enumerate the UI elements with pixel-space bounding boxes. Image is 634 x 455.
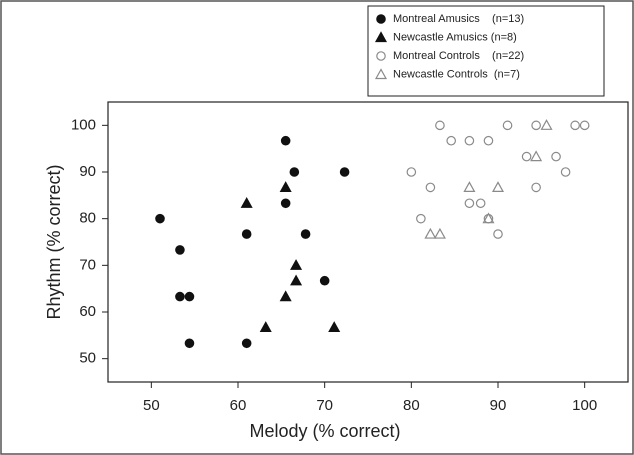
plot-area <box>107 101 629 383</box>
point <box>521 151 532 162</box>
x-tick-label: 100 <box>572 397 597 414</box>
point <box>280 198 291 209</box>
point <box>175 245 185 255</box>
point <box>464 135 475 146</box>
legend-marker <box>374 31 388 43</box>
point <box>279 181 292 192</box>
x-tick-label: 70 <box>316 397 333 414</box>
point <box>540 119 553 130</box>
y-tick-label: 80 <box>79 210 96 227</box>
legend-label: Montreal Amusics (n=13) <box>393 13 524 25</box>
x-axis-title: Melody (% correct) <box>249 421 400 441</box>
legend-label: Montreal Controls (n=22) <box>393 50 524 62</box>
y-axis-title: Rhythm (% correct) <box>44 164 64 319</box>
point <box>531 182 541 193</box>
point <box>319 275 330 286</box>
point <box>175 291 185 302</box>
legend-marker <box>374 68 388 80</box>
point <box>184 338 195 349</box>
point <box>425 182 436 193</box>
point <box>279 290 292 302</box>
x-tick-label: 80 <box>403 397 420 414</box>
point <box>482 212 495 224</box>
point <box>406 167 417 177</box>
legend-marker <box>376 51 386 61</box>
point <box>240 197 253 208</box>
point <box>339 167 350 177</box>
point <box>155 213 165 224</box>
point <box>433 227 446 239</box>
point <box>290 259 303 270</box>
point <box>551 151 561 162</box>
point <box>446 135 456 146</box>
point <box>464 198 475 209</box>
legend-label: Newcastle Amusics (n=8) <box>393 31 517 43</box>
point <box>328 321 341 332</box>
legend-box <box>367 5 605 97</box>
point <box>241 338 252 349</box>
point <box>491 181 505 192</box>
point <box>531 120 541 131</box>
point <box>424 227 437 239</box>
y-tick-label: 100 <box>71 116 96 133</box>
point <box>289 167 300 177</box>
point <box>184 291 195 302</box>
x-tick-label: 50 <box>143 397 160 414</box>
point <box>570 120 580 131</box>
y-tick-label: 90 <box>79 163 96 180</box>
x-tick-label: 90 <box>490 397 507 414</box>
point <box>579 120 590 131</box>
point <box>300 229 311 239</box>
point <box>475 198 486 209</box>
point <box>259 321 272 332</box>
point <box>560 167 571 177</box>
point <box>530 150 543 162</box>
point <box>483 135 494 146</box>
y-tick-label: 50 <box>79 350 96 367</box>
legend-marker <box>376 14 386 24</box>
y-tick-label: 70 <box>79 256 96 273</box>
point <box>241 229 252 239</box>
point <box>280 135 291 146</box>
y-tick-label: 60 <box>79 303 96 320</box>
point <box>435 120 445 131</box>
point <box>502 120 513 131</box>
point <box>463 181 476 192</box>
point <box>493 229 503 239</box>
x-tick-label: 60 <box>230 397 247 414</box>
point <box>416 213 426 224</box>
legend-label: Newcastle Controls (n=7) <box>393 68 520 80</box>
point <box>290 274 303 286</box>
